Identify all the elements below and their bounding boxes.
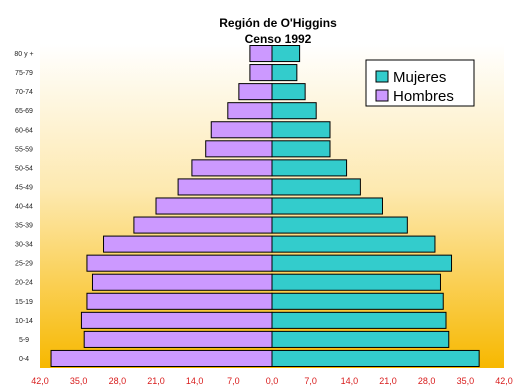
bar-hombres-75-79 bbox=[249, 64, 273, 82]
y-tick-label: 35-39 bbox=[15, 223, 33, 230]
y-tick-labels: 0-4 5-9 10-14 15-19 20-24 25-29 30-34 35-39 40-4… bbox=[14, 51, 33, 363]
bar-mujeres-45-49 bbox=[271, 178, 361, 196]
bar-hombres-45-49 bbox=[177, 178, 273, 196]
y-tick-label: 40-44 bbox=[15, 204, 33, 211]
bars-group bbox=[50, 45, 480, 367]
bar-hombres-80-y- bbox=[249, 45, 273, 63]
bar-mujeres-15-19 bbox=[271, 292, 444, 310]
x-tick-label: 21,0 bbox=[379, 376, 397, 386]
bar-hombres-40-44 bbox=[155, 197, 273, 215]
bar-mujeres-70-74 bbox=[271, 83, 306, 101]
bar-hombres-5-9 bbox=[83, 330, 273, 348]
y-tick-label: 70-74 bbox=[15, 89, 33, 96]
bar-hombres-20-24 bbox=[91, 273, 273, 291]
x-tick-label: 35,0 bbox=[70, 376, 88, 386]
bar-mujeres-30-34 bbox=[271, 235, 436, 253]
y-tick-label: 15-19 bbox=[15, 299, 33, 306]
bar-mujeres-80-y- bbox=[271, 45, 301, 63]
y-tick-label: 20-24 bbox=[15, 280, 33, 287]
bar-hombres-55-59 bbox=[205, 140, 273, 158]
y-tick-label: 60-64 bbox=[15, 127, 33, 134]
bar-mujeres-55-59 bbox=[271, 140, 331, 158]
bar-hombres-60-64 bbox=[210, 121, 273, 139]
bar-mujeres-35-39 bbox=[271, 216, 408, 234]
bar-mujeres-65-69 bbox=[271, 102, 317, 120]
bar-mujeres-0-4 bbox=[271, 349, 480, 367]
chart-subtitle: Censo 1992 bbox=[245, 32, 312, 46]
bar-hombres-65-69 bbox=[227, 102, 273, 120]
y-tick-label: 25-29 bbox=[15, 261, 33, 268]
bar-mujeres-50-54 bbox=[271, 159, 348, 177]
x-tick-label: 7,0 bbox=[304, 376, 317, 386]
bar-mujeres-60-64 bbox=[271, 121, 331, 139]
legend-swatch-hombres bbox=[375, 89, 389, 102]
bar-hombres-0-4 bbox=[50, 349, 273, 367]
x-tick-label: 14,0 bbox=[186, 376, 204, 386]
bar-hombres-25-29 bbox=[86, 254, 273, 272]
y-tick-label: 0-4 bbox=[19, 356, 29, 363]
legend-label-mujeres: Mujeres bbox=[393, 69, 446, 86]
x-tick-label: 35,0 bbox=[457, 376, 475, 386]
bar-hombres-50-54 bbox=[191, 159, 273, 177]
legend: Mujeres Hombres bbox=[365, 59, 475, 107]
x-tick-label: 28,0 bbox=[418, 376, 436, 386]
y-tick-label: 30-34 bbox=[15, 242, 33, 249]
legend-label-hombres: Hombres bbox=[393, 88, 454, 105]
bar-mujeres-25-29 bbox=[271, 254, 453, 272]
x-tick-label: 42,0 bbox=[495, 376, 513, 386]
y-tick-label: 5-9 bbox=[19, 337, 29, 344]
y-tick-label: 10-14 bbox=[15, 318, 33, 325]
y-tick-label: 55-59 bbox=[15, 146, 33, 153]
bar-mujeres-40-44 bbox=[271, 197, 383, 215]
x-tick-label: 28,0 bbox=[109, 376, 127, 386]
y-tick-label: 75-79 bbox=[15, 70, 33, 77]
bar-hombres-15-19 bbox=[86, 292, 273, 310]
x-tick-label: 7,0 bbox=[227, 376, 240, 386]
x-tick-label: 0,0 bbox=[266, 376, 279, 386]
bar-hombres-70-74 bbox=[238, 83, 273, 101]
y-tick-label: 65-69 bbox=[15, 108, 33, 115]
bar-hombres-10-14 bbox=[80, 311, 273, 329]
x-tick-label: 42,0 bbox=[31, 376, 49, 386]
x-tick-label: 21,0 bbox=[147, 376, 165, 386]
y-tick-label: 45-49 bbox=[15, 184, 33, 191]
y-tick-label: 80 y + bbox=[14, 51, 33, 58]
x-tick-labels: 42,0 35,0 28,0 21,0 14,0 7,0 0,0 7,0 14,0 21,0 28,… bbox=[31, 376, 513, 386]
bar-hombres-30-34 bbox=[103, 235, 273, 253]
bar-mujeres-5-9 bbox=[271, 330, 450, 348]
chart-title: Región de O'Higgins bbox=[219, 16, 337, 30]
bar-mujeres-75-79 bbox=[271, 64, 298, 82]
y-tick-label: 50-54 bbox=[15, 165, 33, 172]
bar-hombres-35-39 bbox=[133, 216, 273, 234]
legend-swatch-mujeres bbox=[375, 70, 389, 83]
bar-mujeres-20-24 bbox=[271, 273, 441, 291]
x-tick-label: 14,0 bbox=[341, 376, 359, 386]
bar-mujeres-10-14 bbox=[271, 311, 447, 329]
